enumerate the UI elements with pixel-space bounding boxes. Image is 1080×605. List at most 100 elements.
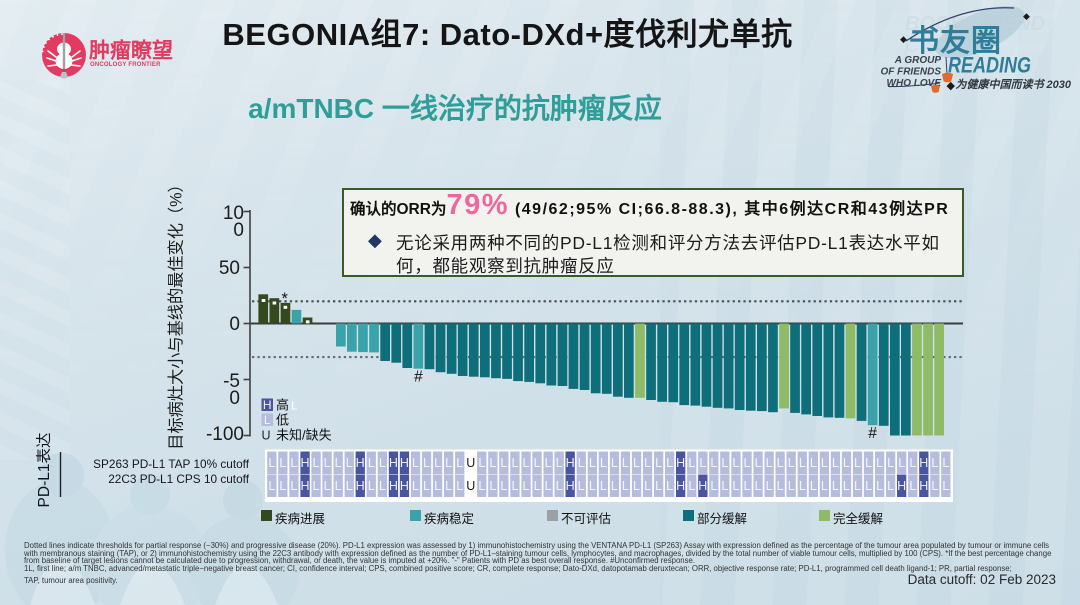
svg-text:高: 高: [276, 398, 289, 413]
svg-text:L: L: [666, 456, 673, 470]
svg-text:L: L: [622, 479, 629, 493]
svg-text:L: L: [379, 479, 386, 493]
svg-text:H: H: [263, 398, 272, 412]
svg-text:L: L: [909, 479, 916, 493]
svg-text:U: U: [466, 479, 475, 493]
svg-text:L: L: [600, 479, 607, 493]
svg-text:L: L: [843, 456, 850, 470]
svg-text:L: L: [909, 456, 916, 470]
svg-text:L: L: [633, 479, 640, 493]
svg-text:L: L: [810, 456, 817, 470]
svg-text:H: H: [897, 479, 906, 493]
svg-text:L: L: [622, 456, 629, 470]
svg-text:L: L: [633, 456, 640, 470]
svg-text:L: L: [268, 479, 275, 493]
svg-text:L: L: [500, 456, 507, 470]
svg-text:L: L: [279, 456, 286, 470]
svg-text:L: L: [876, 456, 883, 470]
svg-text:L: L: [710, 479, 717, 493]
svg-text:0: 0: [229, 388, 240, 409]
svg-text:◆: ◆: [1023, 11, 1030, 21]
svg-text:L: L: [832, 479, 839, 493]
svg-text:L: L: [324, 479, 331, 493]
svg-text:L: L: [291, 399, 298, 413]
svg-text:低: 低: [276, 413, 289, 428]
svg-text:L: L: [423, 479, 430, 493]
svg-text:H: H: [356, 456, 365, 470]
svg-text:L: L: [887, 456, 894, 470]
svg-text:L: L: [854, 479, 861, 493]
svg-text:L: L: [843, 479, 850, 493]
svg-text:L: L: [611, 479, 618, 493]
svg-text:L: L: [445, 456, 452, 470]
svg-text:L: L: [600, 456, 607, 470]
svg-text:L: L: [456, 479, 463, 493]
svg-text:L: L: [379, 456, 386, 470]
svg-text:L: L: [368, 456, 375, 470]
svg-text:◆: ◆: [900, 34, 907, 44]
svg-text:U: U: [466, 456, 475, 470]
svg-text:H: H: [400, 456, 409, 470]
svg-text:L: L: [346, 479, 353, 493]
svg-text:L: L: [732, 479, 739, 493]
svg-text:H: H: [676, 456, 685, 470]
svg-text:L: L: [412, 456, 419, 470]
svg-text:H: H: [919, 456, 928, 470]
svg-text:L: L: [865, 456, 872, 470]
svg-text:L: L: [578, 456, 585, 470]
svg-text:L: L: [556, 456, 563, 470]
svg-text:L: L: [534, 479, 541, 493]
svg-text:ONCOLOGY FRONTIER: ONCOLOGY FRONTIER: [90, 62, 161, 68]
svg-text:L: L: [942, 479, 949, 493]
svg-text:L: L: [268, 456, 275, 470]
svg-text:L: L: [721, 456, 728, 470]
svg-text:H: H: [400, 479, 409, 493]
svg-text:L: L: [324, 456, 331, 470]
svg-text:U: U: [262, 429, 271, 443]
svg-text:PD-L1表达: PD-L1表达: [35, 433, 53, 508]
svg-text:L: L: [335, 479, 342, 493]
svg-text:H: H: [389, 456, 398, 470]
svg-text:L: L: [699, 456, 706, 470]
svg-text:H: H: [919, 479, 928, 493]
svg-text:L: L: [456, 456, 463, 470]
svg-text:10: 10: [223, 203, 244, 224]
svg-text:L: L: [832, 456, 839, 470]
svg-text:L: L: [313, 456, 320, 470]
svg-text:L: L: [898, 456, 905, 470]
svg-text:WHO LOVE: WHO LOVE: [887, 78, 942, 89]
svg-text:H: H: [698, 479, 707, 493]
svg-text:L: L: [744, 479, 751, 493]
svg-text:H: H: [389, 479, 398, 493]
svg-text:L: L: [887, 479, 894, 493]
svg-text:L: L: [589, 456, 596, 470]
svg-text:0: 0: [229, 314, 240, 335]
svg-text:L: L: [799, 479, 806, 493]
svg-text:L: L: [821, 479, 828, 493]
svg-text:L: L: [666, 479, 673, 493]
svg-text:L: L: [710, 456, 717, 470]
svg-text:L: L: [854, 456, 861, 470]
svg-text:L: L: [810, 479, 817, 493]
svg-text:L: L: [512, 456, 519, 470]
svg-text:-5: -5: [223, 371, 240, 392]
svg-text:L: L: [589, 479, 596, 493]
svg-text:L: L: [434, 479, 441, 493]
svg-text:L: L: [500, 479, 507, 493]
svg-text:L: L: [434, 456, 441, 470]
svg-text:L: L: [556, 479, 563, 493]
svg-text:L: L: [821, 456, 828, 470]
svg-text:L: L: [478, 456, 485, 470]
svg-text:L: L: [412, 479, 419, 493]
svg-text:L: L: [534, 456, 541, 470]
svg-text:L: L: [523, 456, 530, 470]
svg-text:L: L: [279, 479, 286, 493]
svg-text:H: H: [566, 456, 575, 470]
svg-text:L: L: [611, 456, 618, 470]
svg-text:L: L: [788, 456, 795, 470]
svg-text:L: L: [523, 479, 530, 493]
svg-text:L: L: [876, 479, 883, 493]
svg-text:H: H: [356, 479, 365, 493]
svg-text:L: L: [744, 456, 751, 470]
svg-text:H: H: [676, 479, 685, 493]
